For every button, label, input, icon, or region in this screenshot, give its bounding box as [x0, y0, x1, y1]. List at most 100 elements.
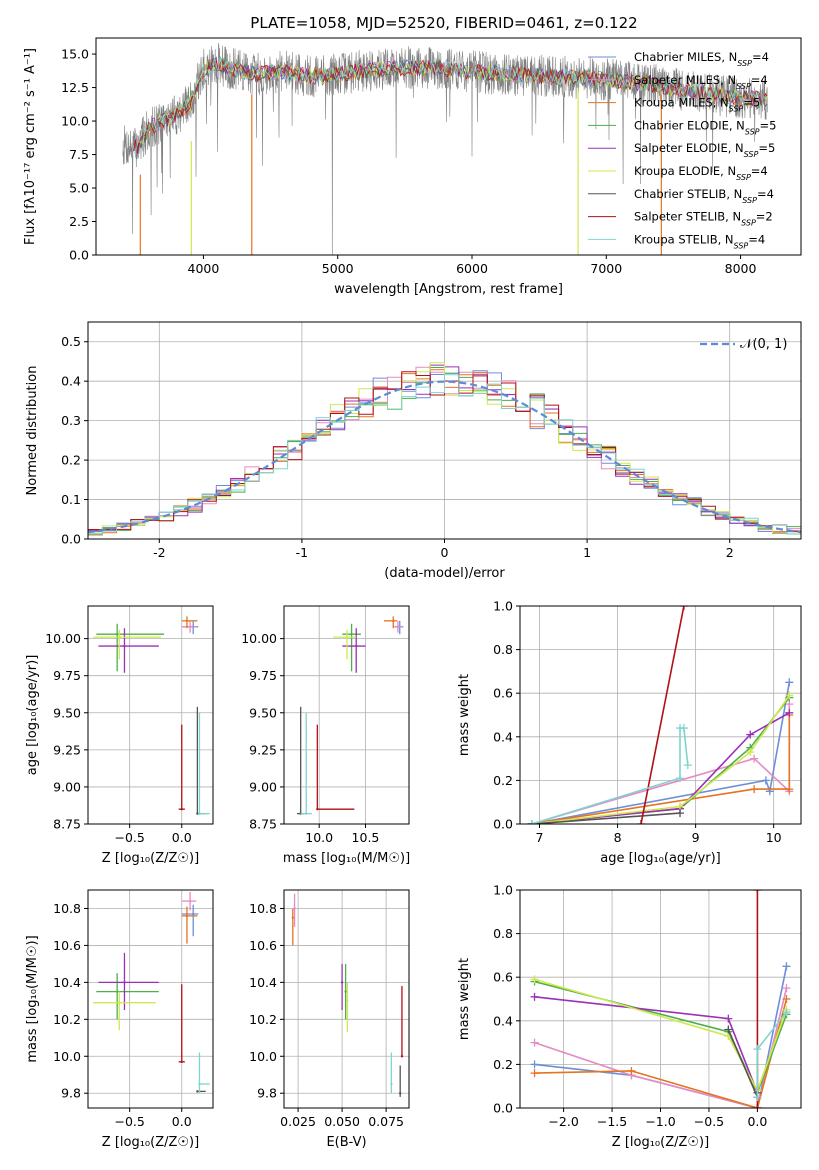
y-tick-label: 8.75: [249, 817, 277, 832]
y-tick-label: 10.00: [45, 631, 81, 646]
x-tick-label: 0: [441, 545, 449, 560]
scatter-point: [196, 1090, 199, 1093]
y-tick-label: 10.6: [249, 938, 277, 953]
series-marker: [530, 992, 539, 1001]
series-marker: [785, 678, 794, 687]
x-tick-label: 0.025: [280, 1114, 316, 1129]
y-axis-label: mass [log₁₀(M/M☉)]: [25, 935, 40, 1062]
axes-frame: [95, 37, 802, 256]
y-tick-label: 2.5: [69, 214, 89, 229]
series-marker: [746, 730, 755, 739]
series-marker: [627, 1066, 636, 1075]
scatter-point: [118, 1001, 121, 1004]
y-tick-label: 10.4: [249, 975, 277, 990]
series-marker: [530, 1060, 539, 1069]
scatter-point: [198, 812, 201, 815]
series-line-2: [531, 715, 791, 824]
y-tick-label: 10.4: [53, 975, 81, 990]
scatter-point: [340, 981, 344, 984]
legend-label: Salpeter STELIB, NSSP=2: [634, 210, 773, 228]
scatter-point: [392, 619, 395, 623]
x-tick-label: 1: [583, 545, 591, 560]
axes-frame: [283, 889, 410, 1109]
series-line-6: [727, 1029, 759, 1098]
scatter-point: [345, 635, 349, 639]
grid-lines: [88, 606, 213, 825]
x-tick-label: -1: [296, 545, 308, 560]
scatter-point: [185, 914, 189, 918]
x-tick-label: 0.050: [324, 1114, 360, 1129]
scatter-point: [192, 912, 195, 916]
y-tick-label: 9.25: [249, 742, 277, 757]
y-tick-label: 0.3: [61, 413, 81, 428]
y-tick-label: 10.00: [241, 631, 277, 646]
axes-frame: [87, 321, 802, 540]
scatter-point: [115, 990, 119, 993]
scatter-point: [396, 625, 400, 628]
scatter-point: [293, 907, 296, 910]
series-marker: [724, 1025, 733, 1034]
y-tick-label: 0.4: [493, 1013, 513, 1028]
x-axis-label: (data-model)/error: [384, 566, 505, 581]
scatter-point: [346, 999, 349, 1003]
x-axis-label: E(B-V): [326, 1135, 366, 1150]
legend-subscript: SSP: [737, 59, 752, 68]
y-tick-label: 5.0: [69, 181, 89, 196]
axes-frame: [519, 889, 802, 1109]
legend-label: Salpeter ELODIE, NSSP=5: [634, 141, 775, 159]
y-tick-label: 9.8: [61, 1086, 81, 1101]
series-line-0: [531, 682, 791, 824]
scatter-point: [118, 635, 121, 639]
histogram-7: [88, 374, 801, 535]
x-axis-label: wavelength [Angstrom, rest frame]: [334, 282, 563, 297]
x-axis-label: Z [log₁₀(Z/Z☉)]: [102, 851, 199, 866]
legend-subscript: SSP: [736, 81, 751, 90]
scatter-point: [123, 981, 126, 984]
x-tick-label: −2.0: [548, 1114, 578, 1129]
y-tick-label: 0.5: [61, 334, 81, 349]
y-tick-label: 1.0: [493, 883, 513, 898]
series-marker: [782, 1008, 791, 1017]
x-axis-label: Z [log₁₀(Z/Z☉)]: [102, 1135, 199, 1150]
x-axis-label: Z [log₁₀(Z/Z☉)]: [612, 1135, 709, 1150]
panel-weights-vs-age: 7 8 9 10 0.0 0.2 0.4 0.6 0.8 1.0 age [log₁₀(age/yr…: [457, 599, 802, 866]
x-tick-label: −0.5: [694, 1114, 724, 1129]
x-tick-label: 10: [766, 830, 782, 845]
axes-frame: [87, 889, 214, 1109]
y-tick-label: 0.0: [61, 532, 81, 547]
series-marker: [753, 1045, 762, 1054]
y-tick-label: 10.0: [61, 114, 89, 129]
plot-area: [122, 43, 768, 255]
legend-subscript: SSP: [734, 241, 749, 250]
panel-age-vs-Z: −0.5 0.0 8.75 9.00 9.25 9.50 9.75 10.00 Z [log₁₀…: [25, 605, 214, 866]
x-tick-label: -2: [153, 545, 165, 560]
plot-area: [93, 891, 210, 1094]
scatter-point: [305, 812, 308, 815]
x-tick-label: 8000: [725, 261, 757, 276]
x-tick-label: −1.5: [597, 1114, 627, 1129]
y-tick-label: 0.4: [493, 729, 513, 744]
x-tick-label: 0.0: [172, 830, 192, 845]
scatter-point: [115, 632, 119, 636]
series-marker: [782, 995, 791, 1003]
y-tick-label: 9.75: [249, 668, 277, 683]
panel-residuals: -2 -1 0 1 2 0.0 0.1 0.2 0.3 0.4 0.5 (data-model)/er…: [25, 321, 802, 581]
plot-area: [530, 890, 791, 1108]
x-tick-label: −1.0: [645, 1114, 675, 1129]
legend-label: Kroupa STELIB, NSSP=4: [634, 232, 765, 250]
plot-area: [296, 616, 404, 815]
scatter-point: [344, 990, 347, 993]
series-marker: [530, 1069, 539, 1078]
scatter-point: [390, 1082, 393, 1086]
y-axis-label: Normed distribution: [25, 366, 40, 496]
x-tick-label: 7: [536, 830, 544, 845]
scatter-point: [198, 1082, 201, 1086]
x-axis-label: mass [log₁₀(M/M☉)]: [283, 851, 410, 866]
legend: 𝒩(0, 1): [700, 337, 787, 352]
y-tick-label: 9.50: [249, 705, 277, 720]
x-tick-label: 4000: [188, 261, 220, 276]
series-marker: [724, 1014, 733, 1023]
x-tick-label: 8: [614, 830, 622, 845]
y-tick-label: 7.5: [69, 147, 89, 162]
x-tick-label: 2: [726, 545, 734, 560]
